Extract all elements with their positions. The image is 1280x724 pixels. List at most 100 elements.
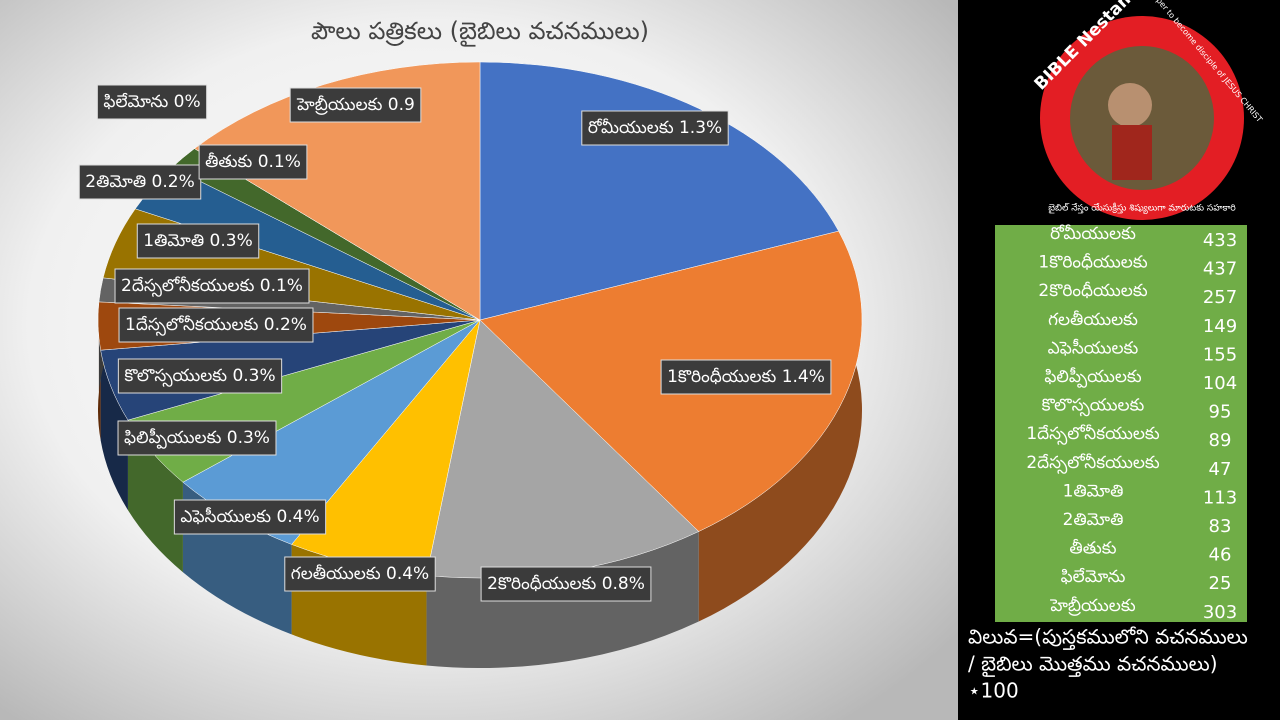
data-label: 1తిమోతి 0.3% — [136, 223, 260, 259]
label-box — [117, 358, 283, 394]
data-label: 1కొరింధీయులకు 1.4% — [660, 359, 832, 395]
table-name: గలతీయులకు — [1048, 310, 1138, 330]
table-name: 1కొరింధీయులకు — [1038, 253, 1147, 273]
label-category: హెబ్రీయులకు — [296, 95, 382, 115]
label-box — [96, 84, 208, 120]
label-box — [118, 307, 314, 343]
label-box — [136, 223, 260, 259]
table-count: 437 — [1203, 259, 1237, 280]
data-label: గలతీయులకు 0.4% — [284, 556, 436, 592]
label-text: ఎఫెసీయులకు 0.4% — [180, 507, 319, 527]
table-count: 155 — [1203, 344, 1237, 365]
label-category: 1దేస్సలోనీకయులకు — [125, 315, 258, 336]
table-name: 1తిమోతి — [1063, 481, 1124, 501]
table-count: 104 — [1203, 373, 1237, 394]
table-name: హెబ్రీయులకు — [1049, 596, 1135, 616]
table-name: 2కొరింధీయులకు — [1038, 281, 1147, 301]
label-text: హెబ్రీయులకు 0.9 — [296, 95, 415, 115]
table-name: ఎఫెసీయులకు — [1048, 338, 1139, 358]
label-text: ఫిలిప్పీయులకు 0.3% — [124, 428, 270, 449]
logo-robe — [1112, 125, 1152, 180]
table-background — [995, 225, 1247, 622]
label-box — [660, 359, 832, 395]
note-line: / బైబిలు మొత్తము వచనములు) — [968, 652, 1218, 678]
logo-telugu: బైబిల్ నేస్తం యేసుక్రీస్తు శిష్యులుగా మా… — [1048, 203, 1236, 215]
label-box — [284, 556, 436, 592]
label-category: 1కొరింధీయులకు — [667, 367, 776, 387]
table-count: 149 — [1203, 316, 1237, 337]
table-name: ఫిలిప్పీయులకు — [1044, 367, 1141, 388]
label-value: 1.3% — [679, 118, 722, 138]
data-label: 2కొరింధీయులకు 0.8% — [480, 566, 652, 602]
label-value: 1.4% — [782, 367, 825, 387]
data-label: కొలొస్సయులకు 0.3% — [117, 358, 283, 394]
label-text: 1తిమోతి 0.3% — [143, 231, 252, 251]
table-count: 433 — [1203, 230, 1237, 251]
label-box — [480, 566, 652, 602]
table-count: 303 — [1203, 602, 1237, 623]
label-category: గలతీయులకు — [291, 564, 381, 584]
label-value: 0.4% — [276, 507, 319, 527]
data-label: ఫిలిప్పీయులకు 0.3% — [117, 420, 277, 456]
table: రోమీయులకు 433 1కొరింధీయులకు 437 2కొరింధీయులక… — [1026, 224, 1237, 623]
logo-figure — [1108, 83, 1152, 127]
label-box — [581, 110, 729, 146]
label-category: తీతుకు — [205, 152, 252, 172]
data-label: 1దేస్సలోనీకయులకు 0.2% — [118, 307, 314, 343]
label-text: 1కొరింధీయులకు 1.4% — [667, 367, 825, 387]
chart-title: పౌలు పత్రికలు (బైబిలు వచనములు) — [311, 17, 649, 47]
label-box — [173, 499, 327, 535]
data-label: హెబ్రీయులకు 0.9 — [289, 87, 422, 123]
table-count: 89 — [1209, 430, 1232, 451]
table-name: 2దేస్సలోనీకయులకు — [1026, 453, 1159, 474]
label-box — [198, 144, 308, 180]
table-count: 46 — [1209, 545, 1232, 566]
table-name: రోమీయులకు — [1050, 224, 1136, 244]
label-value: 0.3% — [227, 428, 270, 448]
label-value: 0.2% — [264, 315, 307, 335]
label-category: 1తిమోతి — [143, 231, 204, 251]
label-value: 0.1% — [260, 276, 303, 296]
label-category: ఫిలేమోను — [103, 92, 168, 112]
label-text: రోమీయులకు 1.3% — [588, 118, 722, 138]
label-value: 0.9 — [388, 95, 415, 115]
data-labels: రోమీయులకు 1.3% 1కొరింధీయులకు 1.4% 2కొరింధీ… — [78, 84, 832, 602]
table-count: 95 — [1209, 402, 1232, 423]
slice-side — [100, 350, 128, 511]
data-label: ఎఫెసీయులకు 0.4% — [173, 499, 327, 535]
table-name: ఫిలేమోను — [1061, 567, 1126, 587]
label-text: కొలొస్సయులకు 0.3% — [124, 366, 275, 387]
slice — [194, 61, 481, 321]
label-value: 0% — [174, 92, 201, 112]
table-count: 113 — [1203, 487, 1237, 508]
label-text: 2దేస్సలోనీకయులకు 0.1% — [121, 276, 303, 297]
label-category: 2కొరింధీయులకు — [487, 574, 596, 594]
label-value: 0.2% — [152, 172, 195, 192]
note-line: విలువ=(పుస్తకములోని వచనములు — [968, 625, 1248, 651]
label-text: తీతుకు 0.1% — [205, 152, 301, 172]
slice-side — [698, 231, 863, 622]
label-text: గలతీయులకు 0.4% — [291, 564, 429, 584]
data-label: రోమీయులకు 1.3% — [581, 110, 729, 146]
note-line: ⋆100 — [968, 679, 1019, 703]
label-category: 2దేస్సలోనీకయులకు — [121, 276, 254, 297]
table-name: తీతుకు — [1069, 539, 1116, 559]
label-text: 2తిమోతి 0.2% — [85, 172, 194, 192]
table-count: 25 — [1209, 573, 1232, 594]
table-count: 257 — [1203, 287, 1237, 308]
label-category: రోమీయులకు — [588, 118, 674, 138]
label-value: 0.4% — [386, 564, 429, 584]
label-value: 0.3% — [210, 231, 253, 251]
label-box — [117, 420, 277, 456]
table-count: 83 — [1209, 516, 1232, 537]
table-name: 1దేస్సలోనీకయులకు — [1026, 424, 1159, 445]
label-box — [289, 87, 422, 123]
data-label: 2తిమోతి 0.2% — [78, 164, 202, 200]
label-text: ఫిలేమోను 0% — [103, 92, 200, 112]
slice-side — [127, 420, 183, 573]
label-box — [114, 268, 310, 304]
label-value: 0.3% — [232, 366, 275, 386]
data-label: 2దేస్సలోనీకయులకు 0.1% — [114, 268, 310, 304]
label-value: 0.8% — [602, 574, 645, 594]
